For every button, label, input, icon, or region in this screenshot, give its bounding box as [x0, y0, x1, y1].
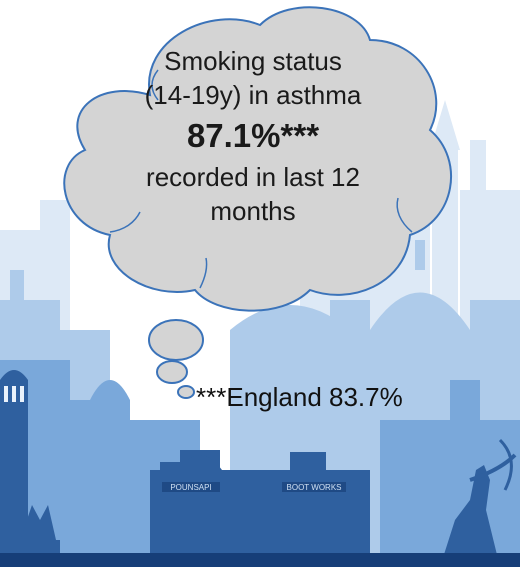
bubble-line-3: recorded in last 12 [146, 162, 360, 192]
bubble-tail-large [148, 319, 204, 361]
silhouette-layer [0, 370, 517, 567]
thought-bubble [63, 6, 452, 399]
england-footnote: ***England 83.7% [196, 382, 403, 412]
bubble-line-4: months [210, 196, 296, 226]
bubble-line-1: Smoking status [164, 46, 342, 76]
bubble-text: Smoking status (14-19y) in asthma 87.1%*… [118, 44, 388, 228]
bubble-cloud [63, 6, 452, 312]
sign-left: POUNSAPI [162, 482, 220, 492]
bubble-value: 87.1%*** [186, 117, 320, 154]
sign-right-text: BOOT WORKS [287, 483, 342, 492]
ground-strip [0, 553, 520, 567]
bubble-line-2: (14-19y) in asthma [144, 80, 362, 110]
bubble-tail-medium [156, 360, 188, 384]
sign-right: BOOT WORKS [282, 482, 346, 492]
bubble-tail-small [177, 385, 195, 399]
sign-left-text: POUNSAPI [170, 483, 211, 492]
